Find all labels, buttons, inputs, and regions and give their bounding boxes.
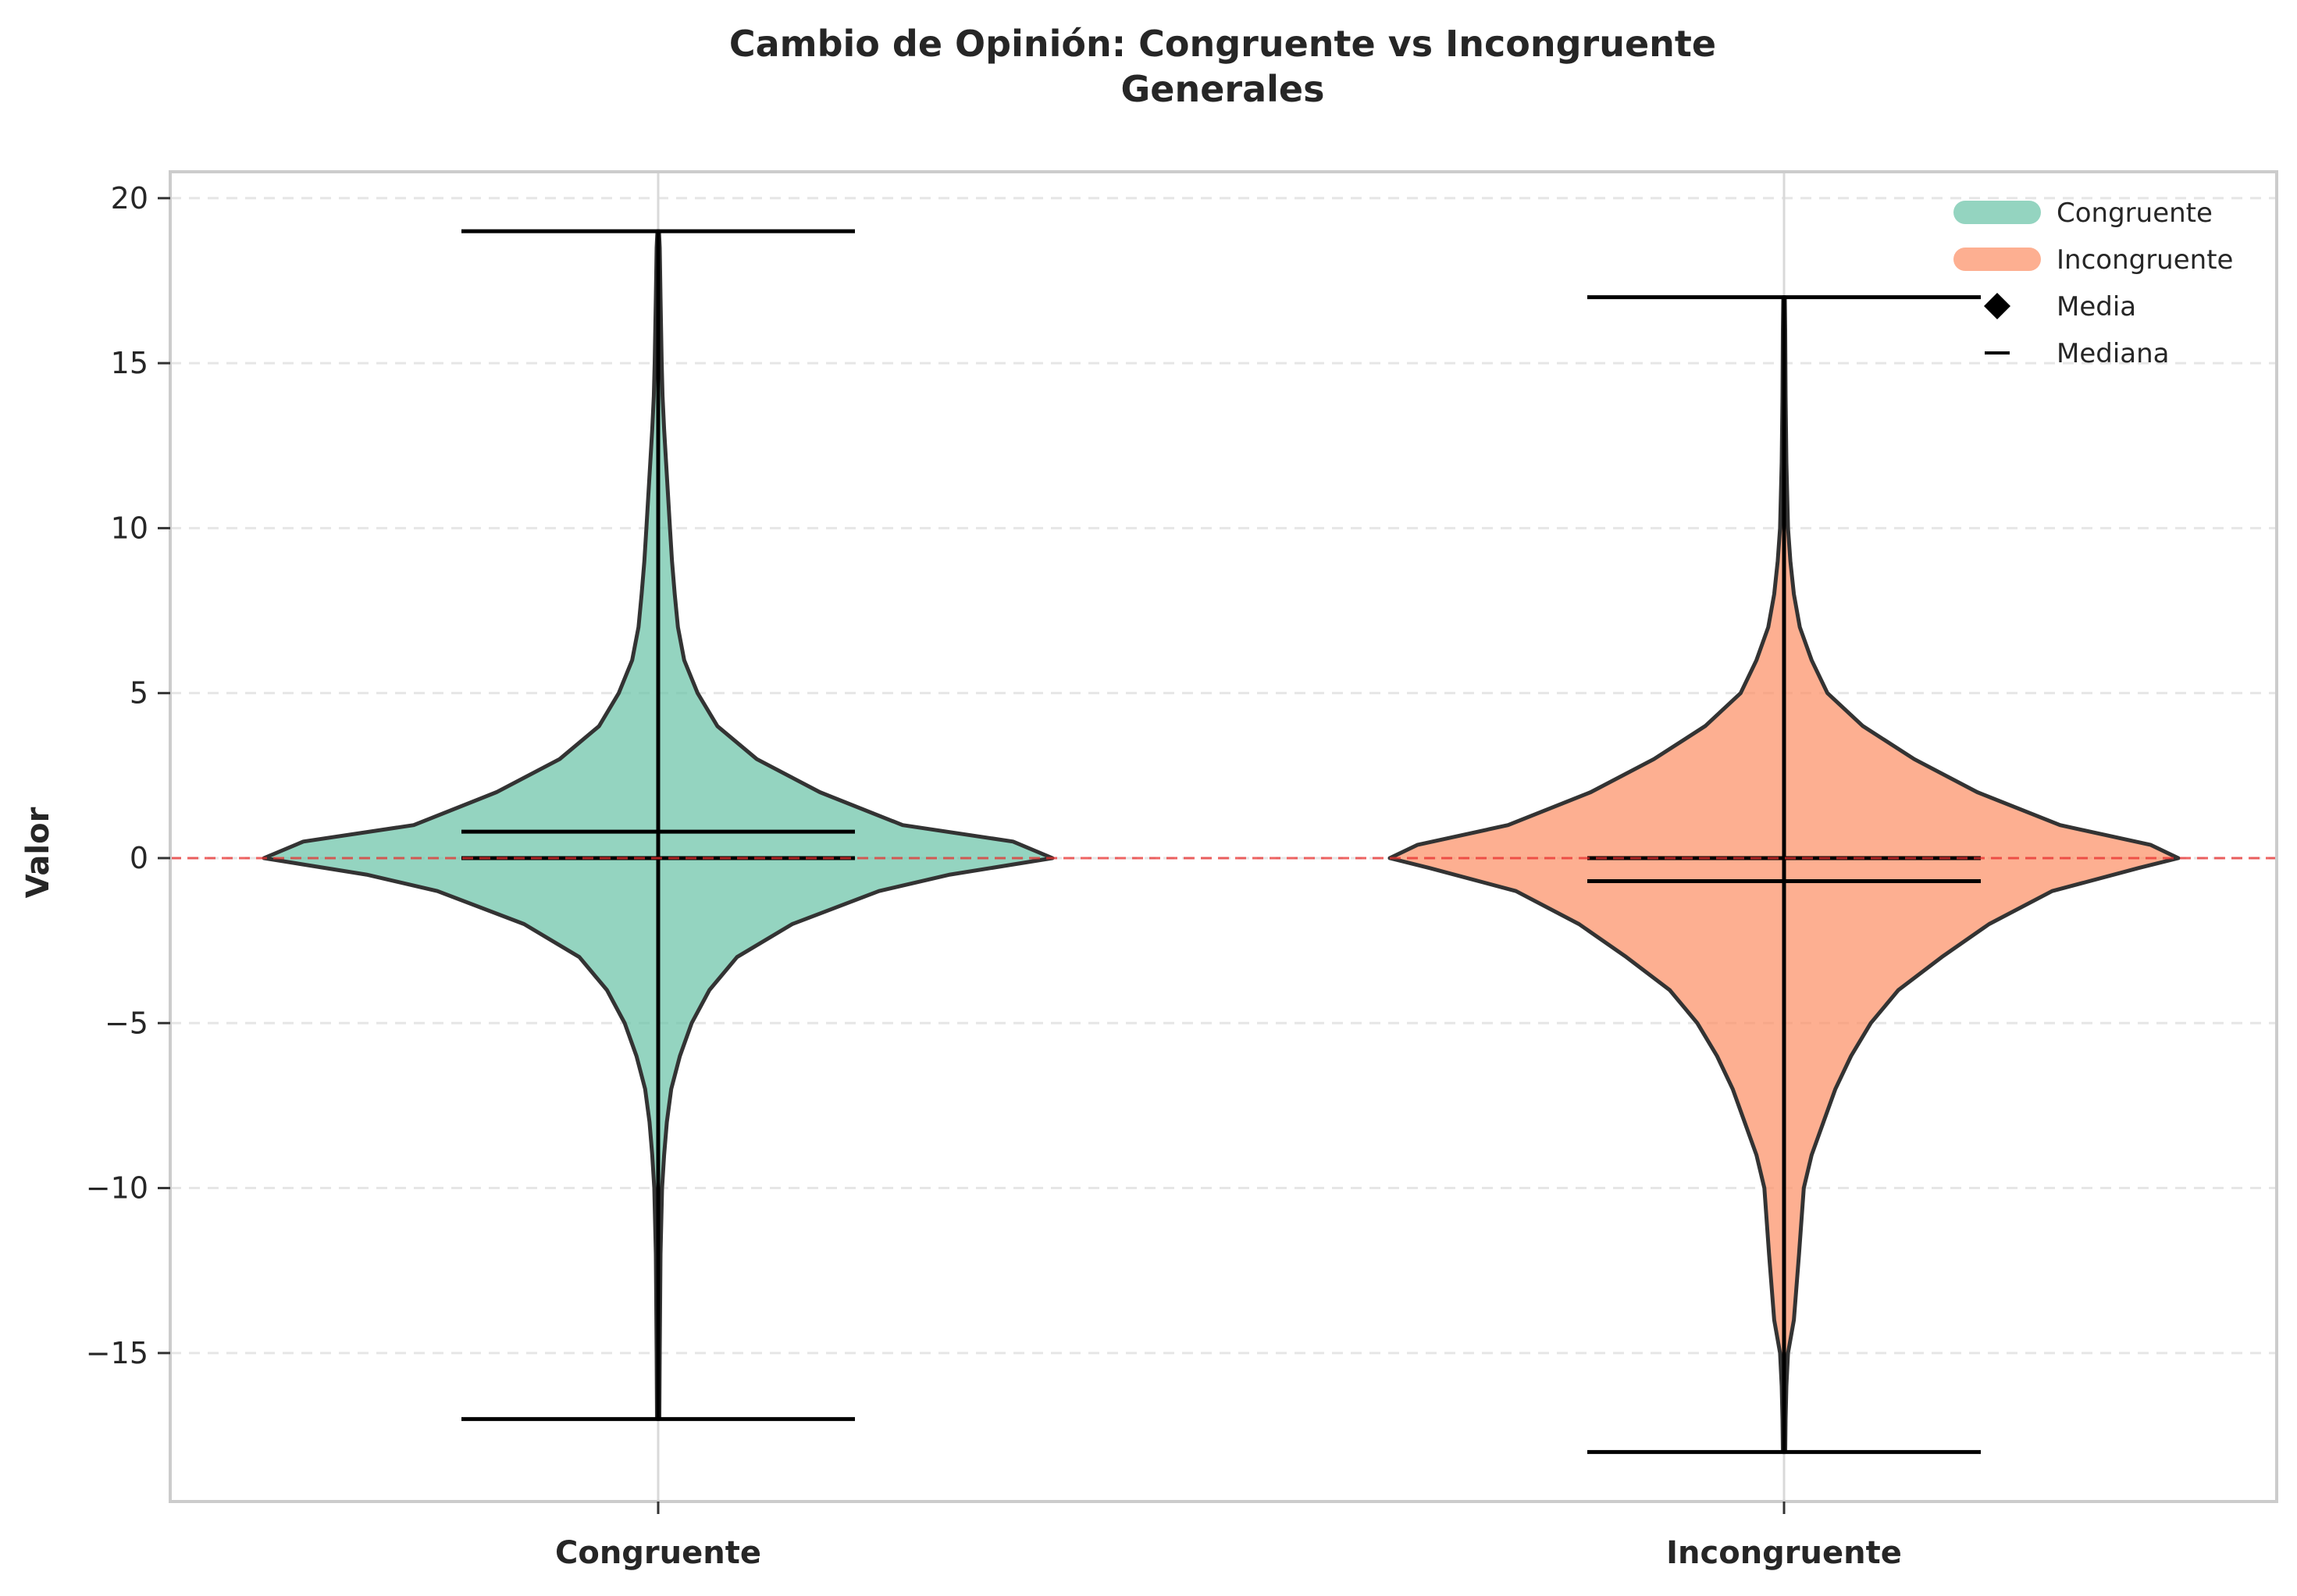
- legend-label: Mediana: [2057, 338, 2170, 369]
- x-tick-label: Incongruente: [1666, 1535, 1902, 1571]
- x-axis: Congruente Incongruente: [555, 1502, 1902, 1571]
- legend: Congruente Incongruente Media Mediana: [1953, 198, 2233, 369]
- y-tick-label: 10: [111, 511, 148, 545]
- stats-layer: [170, 229, 2277, 1455]
- legend-label: Congruente: [2057, 198, 2213, 229]
- y-axis: −15 −10 −5 0 5 10 15 20: [86, 181, 170, 1370]
- x-tick-label: Congruente: [555, 1535, 761, 1571]
- legend-item: Mediana: [1985, 338, 2170, 369]
- y-tick-label: 0: [130, 841, 148, 875]
- y-tick-label: −15: [86, 1336, 148, 1370]
- y-tick-label: −5: [105, 1006, 148, 1040]
- legend-label: Media: [2057, 291, 2136, 322]
- y-tick-label: 20: [111, 181, 148, 216]
- plot-frame: [169, 170, 2278, 1503]
- legend-label: Incongruente: [2057, 244, 2233, 276]
- violin-layer: [262, 229, 2181, 1455]
- chart-title: Cambio de Opinión: Congruente vs Incongr…: [729, 23, 1716, 65]
- legend-diamond-icon: [1984, 293, 2010, 319]
- legend-item: Media: [1984, 291, 2136, 322]
- y-tick-label: −10: [86, 1171, 148, 1206]
- y-axis-label: Valor: [20, 807, 56, 898]
- legend-swatch: [1953, 201, 2041, 224]
- legend-item: Congruente: [1953, 198, 2213, 229]
- y-tick-label: 5: [130, 676, 148, 711]
- legend-swatch: [1953, 248, 2041, 271]
- chart-subtitle: Generales: [1121, 68, 1325, 110]
- legend-item: Incongruente: [1953, 244, 2233, 276]
- y-tick-label: 15: [111, 346, 148, 380]
